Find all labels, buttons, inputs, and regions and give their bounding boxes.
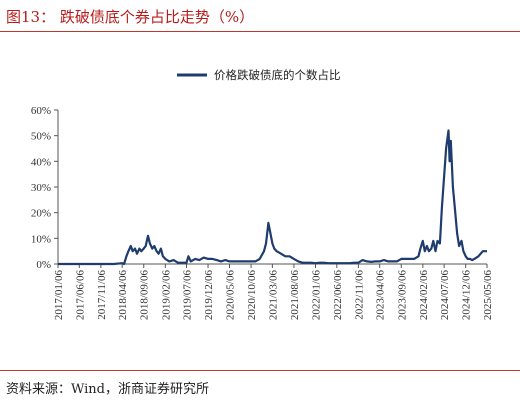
- y-axis: 0% 10% 20% 30% 40% 50% 60%: [31, 105, 59, 271]
- header-divider: [0, 31, 520, 32]
- y-tick-label: 50%: [31, 131, 51, 143]
- x-tick-label: 2017/06/06: [74, 270, 86, 321]
- x-axis: 2017/01/06 2017/06/06 2017/11/06 2018/04/06…: [53, 263, 494, 321]
- plot-area: [58, 129, 487, 266]
- x-tick-label: 2023/09/06: [396, 270, 408, 321]
- x-tick-label: 2019/12/06: [203, 270, 215, 321]
- x-tick-label: 2021/03/06: [267, 270, 279, 321]
- legend-label: 价格跌破债底的个数占比: [214, 68, 341, 82]
- x-tick-label: 2024/12/06: [461, 270, 473, 321]
- x-tick-label: 2020/10/06: [246, 270, 258, 321]
- series-line: [58, 129, 487, 266]
- x-tick-label: 2020/05/06: [224, 270, 236, 321]
- y-tick-label: 0%: [36, 259, 51, 271]
- x-tick-label: 2019/07/06: [181, 270, 193, 321]
- x-tick-label: 2019/02/06: [160, 270, 172, 321]
- x-tick-label: 2022/11/06: [353, 270, 365, 320]
- x-tick-label: 2021/08/06: [289, 270, 301, 321]
- x-tick-label: 2025/05/06: [482, 270, 494, 321]
- y-tick-label: 30%: [31, 182, 51, 194]
- legend: 价格跌破债底的个数占比: [177, 68, 341, 82]
- chart-title: 图13： 跌破债底个券占比走势（%）: [6, 8, 255, 26]
- y-tick-label: 40%: [31, 156, 51, 168]
- y-tick-label: 60%: [31, 105, 51, 117]
- x-tick-label: 2018/09/06: [139, 270, 151, 321]
- x-tick-label: 2022/01/06: [311, 270, 323, 321]
- source-note: 资料来源：Wind，浙商证券研究所: [6, 382, 209, 397]
- x-tick-label: 2023/04/06: [375, 270, 387, 321]
- x-tick-label: 2017/11/06: [96, 270, 108, 320]
- x-tick-label: 2017/01/06: [53, 270, 65, 321]
- y-tick-label: 10%: [31, 233, 51, 245]
- x-tick-label: 2018/04/06: [117, 270, 129, 321]
- footer-divider: [0, 370, 520, 371]
- x-tick-label: 2024/07/06: [439, 270, 451, 321]
- x-tick-label: 2022/06/06: [332, 270, 344, 321]
- x-tick-label: 2024/02/06: [418, 270, 430, 321]
- y-tick-label: 20%: [31, 208, 51, 220]
